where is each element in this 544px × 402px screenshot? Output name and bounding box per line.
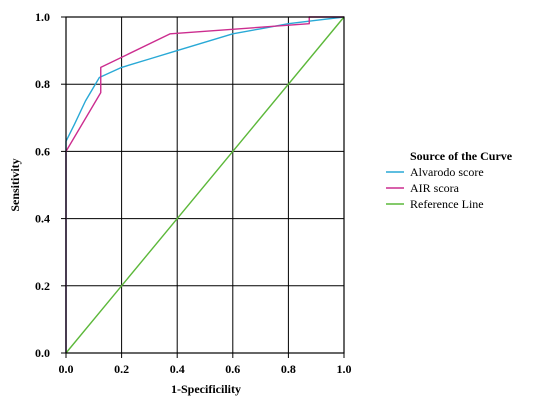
legend-label-2: AIR scora — [410, 181, 460, 195]
x-tick-label: 0.6 — [225, 362, 240, 376]
legend-label-1: Alvarodo score — [410, 165, 484, 179]
x-tick-label: 1.0 — [337, 362, 352, 376]
plot-frame — [65, 16, 345, 354]
y-tick-label: 0.2 — [35, 279, 50, 293]
series-line-3 — [65, 16, 345, 354]
x-tick-label: 0.0 — [59, 362, 74, 376]
grid — [66, 17, 344, 353]
x-tick-label: 0.8 — [281, 362, 296, 376]
x-tick-label: 0.4 — [170, 362, 185, 376]
axes: 0.0 0.2 0.4 0.6 0.8 1.0 0.0 0.2 0.4 0.6 0.8 1.0 — [35, 10, 352, 376]
y-tick-label: 1.0 — [35, 10, 50, 24]
x-axis-title: 1-Specificility — [171, 382, 241, 396]
series-lines — [65, 16, 345, 354]
y-tick-label: 0.6 — [35, 144, 50, 158]
legend: Source of the Curve Alvarodo score AIR sc… — [386, 149, 513, 211]
y-tick-label: 0.4 — [35, 212, 50, 226]
legend-items: Alvarodo score AIR scora Reference Line — [386, 165, 484, 211]
series-line-1 — [65, 16, 345, 353]
x-tick-label: 0.2 — [114, 362, 129, 376]
y-tick-label: 0.8 — [35, 77, 50, 91]
legend-label-3: Reference Line — [410, 197, 484, 211]
series-line-2 — [65, 16, 344, 353]
y-tick-label: 0.0 — [35, 346, 50, 360]
y-axis-title: Sensitivity — [8, 158, 22, 211]
legend-title: Source of the Curve — [410, 149, 513, 163]
